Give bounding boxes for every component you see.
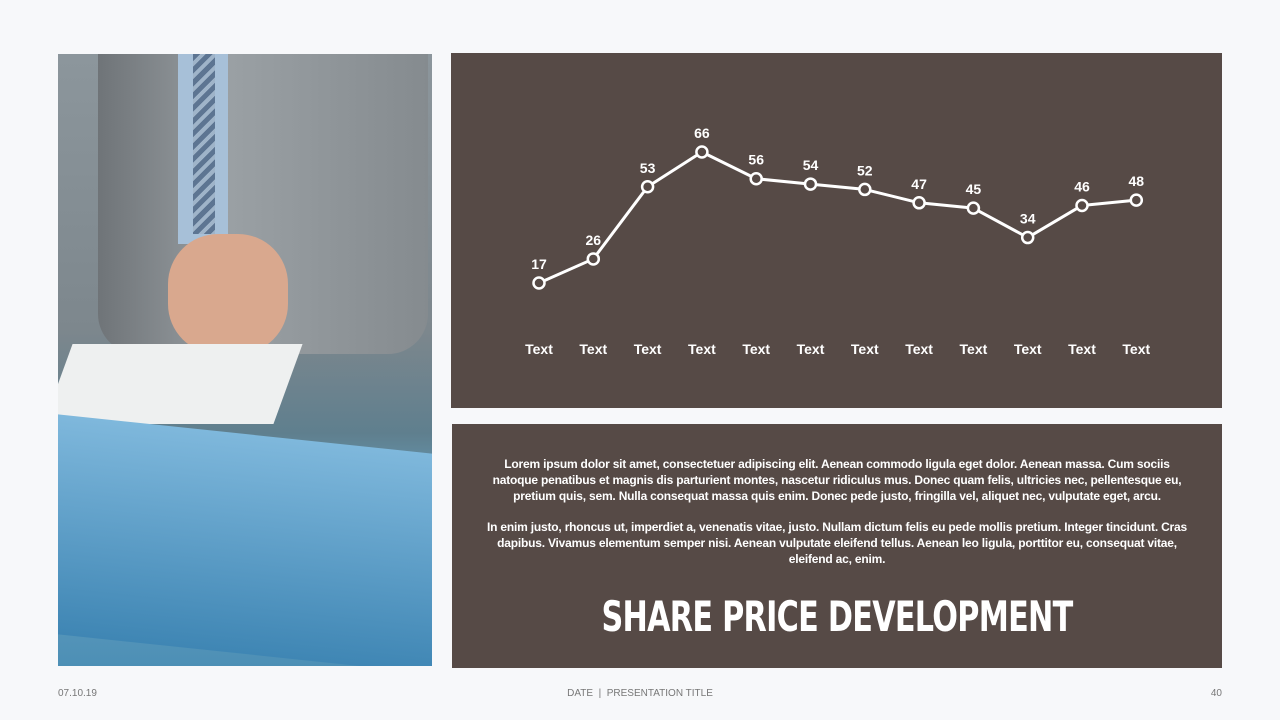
x-tick-label: Text — [1122, 341, 1150, 357]
x-tick-label: Text — [525, 341, 553, 357]
data-point — [1129, 193, 1144, 207]
line-chart: 17 26 53 66 56 54 52 47 45 34 46 48 Text Text Text Text… — [525, 125, 1150, 357]
data-label: 53 — [640, 160, 656, 176]
footer-title: DATE | PRESENTATION TITLE — [567, 688, 713, 699]
data-label: 45 — [966, 181, 982, 197]
data-label: 26 — [586, 232, 602, 248]
data-point — [966, 201, 981, 215]
x-tick-label: Text — [634, 341, 662, 357]
x-tick-label: Text — [1068, 341, 1096, 357]
body-paragraph-2: In enim justo, rhoncus ut, imperdiet a, … — [487, 520, 1187, 566]
data-label: 47 — [911, 176, 927, 192]
data-label: 46 — [1074, 178, 1090, 194]
x-tick-label: Text — [905, 341, 933, 357]
x-tick-label: Text — [797, 341, 825, 357]
data-point — [912, 196, 926, 210]
data-label: 52 — [857, 162, 873, 178]
business-meeting-photo — [58, 54, 432, 666]
body-paragraph-1: Lorem ipsum dolor sit amet, consectetuer… — [492, 457, 1182, 503]
data-label: 17 — [531, 256, 547, 272]
data-label: 54 — [803, 157, 819, 173]
data-point — [640, 180, 655, 194]
tie-shape — [193, 54, 215, 234]
x-tick-label: Text — [1014, 341, 1042, 357]
x-tick-label: Text — [742, 341, 770, 357]
slide-title: SHARE PRICE DEVELOPMENT — [601, 592, 1073, 641]
data-point — [695, 145, 709, 159]
data-point — [1020, 230, 1035, 245]
page-number: 40 — [1210, 688, 1222, 699]
data-label: 48 — [1129, 173, 1145, 189]
data-label: 56 — [748, 152, 764, 168]
data-point — [1075, 198, 1089, 213]
hands-shape — [168, 234, 288, 354]
x-tick-label: Text — [579, 341, 607, 357]
data-point — [803, 177, 818, 191]
data-label: 34 — [1020, 211, 1036, 227]
data-label: 66 — [694, 125, 710, 141]
laptop-shape — [58, 344, 303, 424]
data-point — [532, 276, 546, 290]
data-point — [586, 252, 601, 266]
footer-date: 07.10.19 — [58, 688, 97, 699]
data-point — [749, 171, 763, 186]
text-panel: Lorem ipsum dolor sit amet, consectetuer… — [452, 424, 1222, 668]
series-line — [538, 150, 1137, 285]
x-tick-label: Text — [688, 341, 716, 357]
x-tick-label: Text — [851, 341, 879, 357]
folder-shape — [58, 414, 432, 666]
data-point — [858, 182, 872, 197]
x-tick-label: Text — [960, 341, 988, 357]
chart-panel: 17 26 53 66 56 54 52 47 45 34 46 48 Text Text Text Text… — [451, 53, 1222, 408]
